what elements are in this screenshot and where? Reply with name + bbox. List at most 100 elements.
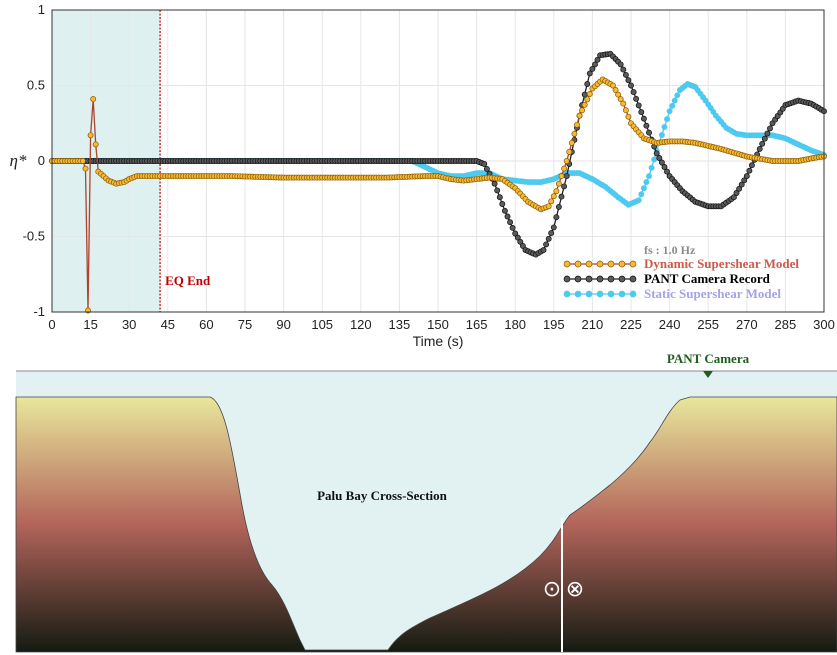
data-point — [643, 122, 650, 129]
data-point — [736, 185, 743, 192]
legend-marker — [618, 275, 626, 283]
data-point — [646, 129, 652, 136]
data-point — [589, 65, 596, 72]
legend-marker — [574, 275, 582, 283]
x-tick-label: 45 — [161, 317, 175, 332]
data-point — [563, 158, 570, 164]
data-point — [743, 173, 750, 180]
series-0 — [49, 76, 827, 314]
y-axis-label: η* — [10, 151, 27, 170]
y-tick-label: -0.5 — [23, 229, 45, 244]
data-point — [494, 187, 501, 194]
data-point — [640, 185, 647, 192]
data-point — [509, 224, 516, 231]
data-point — [625, 113, 632, 120]
x-tick-label: 30 — [122, 317, 136, 332]
y-tick-label: 1 — [38, 2, 45, 17]
data-point — [519, 242, 526, 249]
data-point — [548, 230, 555, 237]
data-point — [574, 121, 580, 128]
legend-label: Dynamic Supershear Model — [644, 256, 799, 271]
x-axis-label: Time (s) — [413, 333, 464, 349]
data-point — [630, 89, 637, 96]
data-point — [738, 181, 745, 188]
data-point — [543, 241, 550, 248]
data-point — [576, 112, 583, 119]
data-point — [499, 201, 506, 207]
data-point — [625, 77, 632, 84]
legend-label: PANT Camera Record — [644, 271, 771, 286]
data-point — [612, 87, 619, 93]
x-tick-label: 120 — [350, 317, 372, 332]
data-point — [610, 82, 616, 89]
x-tick-label: 135 — [389, 317, 411, 332]
data-point — [561, 183, 568, 190]
cross-section-title: Palu Bay Cross-Section — [317, 488, 448, 503]
data-point — [561, 165, 568, 172]
y-tick-label: -1 — [33, 304, 45, 319]
x-tick-label: 195 — [543, 317, 565, 332]
data-point — [633, 95, 640, 102]
y-tick-labels: -1 -0.5 0 0.5 1 — [23, 2, 45, 319]
x-tick-label: 150 — [427, 317, 449, 332]
legend-marker — [563, 275, 571, 283]
legend-marker — [618, 260, 626, 268]
axes-frame — [51, 9, 825, 313]
data-point — [767, 125, 773, 132]
legend-sampling-note: fs : 1.0 Hz — [644, 243, 696, 257]
legend-marker — [618, 290, 626, 298]
data-point — [661, 164, 668, 170]
data-point — [666, 108, 673, 115]
data-point — [648, 164, 655, 171]
data-point — [617, 61, 624, 68]
x-tick-label: 75 — [238, 317, 252, 332]
legend-entry: Dynamic Supershear Model — [563, 256, 799, 271]
data-point — [615, 91, 622, 98]
data-point — [664, 168, 670, 175]
data-point — [548, 198, 555, 205]
legend-entry: Static Supershear Model — [563, 286, 781, 301]
data-point — [640, 115, 647, 122]
data-point — [558, 173, 565, 180]
data-point — [512, 230, 519, 237]
palu-bay-cross-section: ⊙ ⊗ Palu Bay Cross-Section PANT Camera — [15, 351, 837, 653]
data-point — [628, 82, 634, 89]
legend-marker — [629, 260, 637, 268]
data-point — [496, 194, 503, 201]
data-point — [579, 107, 586, 114]
pant-camera-label: PANT Camera — [667, 351, 750, 366]
data-point — [761, 135, 768, 142]
x-tick-label: 210 — [582, 317, 604, 332]
out-of-plane-symbol: ⊙ — [543, 577, 561, 602]
legend-entry: PANT Camera Record — [563, 271, 771, 286]
y-tick-label: 0.5 — [27, 78, 45, 93]
data-point — [581, 101, 588, 108]
data-point — [79, 158, 86, 164]
data-point — [635, 197, 642, 204]
x-tick-label: 180 — [504, 317, 526, 332]
terrain-profile — [15, 396, 837, 653]
data-point — [553, 188, 560, 195]
data-point — [514, 234, 521, 241]
data-point — [622, 71, 629, 78]
x-tick-labels: 0 15 30 45 60 75 90 105 120 135 150 165 180 195 210 225… — [48, 317, 834, 332]
data-point — [658, 132, 665, 138]
data-point — [501, 207, 508, 214]
x-tick-label: 270 — [736, 317, 758, 332]
data-point — [87, 132, 94, 139]
data-point — [517, 238, 524, 245]
legend-marker — [607, 260, 615, 268]
data-point — [571, 130, 578, 137]
data-point — [674, 92, 681, 99]
x-tick-label: 15 — [83, 317, 97, 332]
data-point — [566, 148, 573, 155]
x-tick-label: 0 — [48, 317, 55, 332]
x-tick-label: 240 — [659, 317, 681, 332]
data-point — [746, 167, 753, 174]
data-point — [643, 179, 650, 186]
data-point — [620, 66, 627, 73]
data-point — [653, 150, 660, 157]
legend-marker — [585, 290, 593, 298]
data-point — [586, 91, 593, 97]
